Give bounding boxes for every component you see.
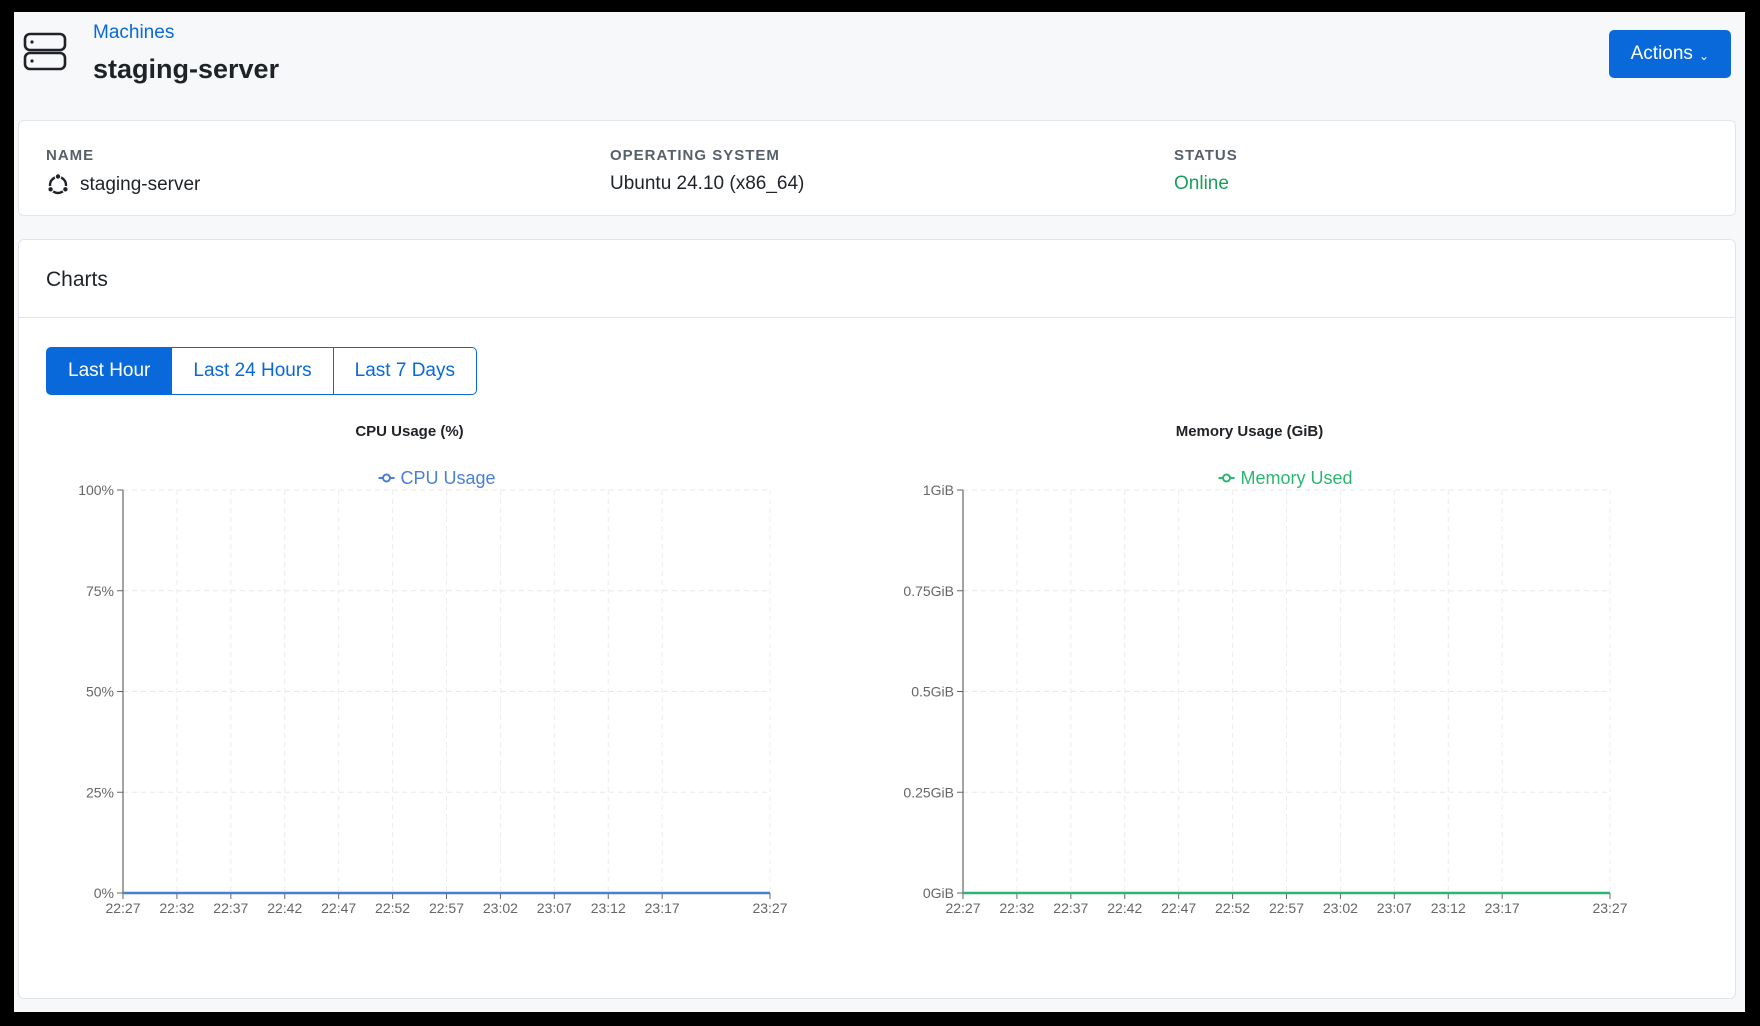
x-tick-label: 23:27 <box>1592 900 1627 916</box>
legend-label: CPU Usage <box>401 468 496 488</box>
legend-label: Memory Used <box>1241 468 1353 488</box>
y-tick-label: 0% <box>94 885 114 901</box>
y-tick-label: 25% <box>86 784 114 800</box>
x-tick-label: 22:32 <box>999 900 1034 916</box>
x-tick-label: 22:27 <box>945 900 980 916</box>
name-label: NAME <box>46 147 95 164</box>
status-badge: Online <box>1174 173 1229 194</box>
x-tick-label: 22:37 <box>213 900 248 916</box>
x-tick-label: 22:37 <box>1053 900 1088 916</box>
y-tick-label: 0GiB <box>923 885 954 901</box>
x-tick-label: 22:57 <box>429 900 464 916</box>
range-last-7-days[interactable]: Last 7 Days <box>332 347 477 395</box>
time-range-selector: Last Hour Last 24 Hours Last 7 Days <box>46 347 477 395</box>
y-tick-label: 75% <box>86 583 114 599</box>
actions-button[interactable]: Actions ⌄ <box>1608 30 1731 78</box>
x-tick-label: 22:52 <box>375 900 410 916</box>
x-tick-label: 22:27 <box>105 900 140 916</box>
range-last-hour[interactable]: Last Hour <box>46 347 173 395</box>
charts-card: Charts Last Hour Last 24 Hours Last 7 Da… <box>18 239 1736 999</box>
y-tick-label: 0.25GiB <box>903 784 954 800</box>
page-header: Machines staging-server Actions ⌄ <box>14 12 1745 120</box>
x-tick-label: 23:17 <box>1485 900 1520 916</box>
chart-title: CPU Usage (%) <box>355 423 463 440</box>
y-tick-label: 0.5GiB <box>911 684 954 700</box>
charts-title: Charts <box>19 240 1735 318</box>
breadcrumb-machines[interactable]: Machines <box>93 22 175 43</box>
page-title: staging-server <box>93 54 280 84</box>
x-tick-label: 23:07 <box>1377 900 1412 916</box>
x-tick-label: 23:12 <box>591 900 626 916</box>
machine-info-card: NAME staging-server OPERATING SYSTEM Ubu… <box>18 120 1736 216</box>
x-tick-label: 22:47 <box>321 900 356 916</box>
name-value-row: staging-server <box>46 173 200 197</box>
os-value: Ubuntu 24.10 (x86_64) <box>610 173 805 194</box>
status-label: STATUS <box>1174 147 1238 164</box>
x-tick-label: 22:52 <box>1215 900 1250 916</box>
chart-title: Memory Usage (GiB) <box>1176 423 1324 440</box>
x-tick-label: 22:47 <box>1161 900 1196 916</box>
x-tick-label: 23:07 <box>537 900 572 916</box>
x-tick-label: 22:32 <box>159 900 194 916</box>
actions-button-label: Actions <box>1630 43 1693 64</box>
os-label: OPERATING SYSTEM <box>610 147 780 164</box>
x-tick-label: 22:42 <box>1107 900 1142 916</box>
legend-marker <box>382 473 391 483</box>
x-tick-label: 23:12 <box>1431 900 1466 916</box>
x-tick-label: 23:02 <box>1323 900 1358 916</box>
cpu-usage-chart-svg: CPU Usage (%) CPU Usage 0% 25% 50% 75% 100% 22:… <box>78 423 788 916</box>
chevron-down-icon: ⌄ <box>1698 48 1709 63</box>
x-tick-label: 23:02 <box>483 900 518 916</box>
x-tick-label: 22:57 <box>1269 900 1304 916</box>
x-tick-label: 23:27 <box>752 900 787 916</box>
cpu-usage-chart: CPU Usage (%) CPU Usage 0% 25% 50% 75% 100% 22:… <box>46 405 791 970</box>
ubuntu-icon <box>47 173 69 195</box>
memory-usage-chart-svg: Memory Usage (GiB) Memory Used 0GiB 0.25GiB… <box>903 423 1627 916</box>
x-tick-label: 22:42 <box>267 900 302 916</box>
range-last-24-hours[interactable]: Last 24 Hours <box>171 347 334 395</box>
name-value: staging-server <box>80 174 201 195</box>
y-tick-label: 0.75GiB <box>903 583 954 599</box>
app-frame: Machines staging-server Actions ⌄ NAME s… <box>14 12 1745 1012</box>
server-icon <box>23 32 67 71</box>
x-tick-label: 23:17 <box>645 900 680 916</box>
info-status: STATUS Online <box>1174 147 1238 195</box>
memory-usage-chart: Memory Usage (GiB) Memory Used 0GiB 0.25GiB… <box>886 405 1631 970</box>
y-tick-label: 1GiB <box>923 482 954 498</box>
info-os: OPERATING SYSTEM Ubuntu 24.10 (x86_64) <box>610 147 804 195</box>
legend-marker <box>1222 473 1231 483</box>
y-tick-label: 100% <box>78 482 114 498</box>
y-tick-label: 50% <box>86 684 114 700</box>
info-name: NAME staging-server <box>46 147 200 197</box>
